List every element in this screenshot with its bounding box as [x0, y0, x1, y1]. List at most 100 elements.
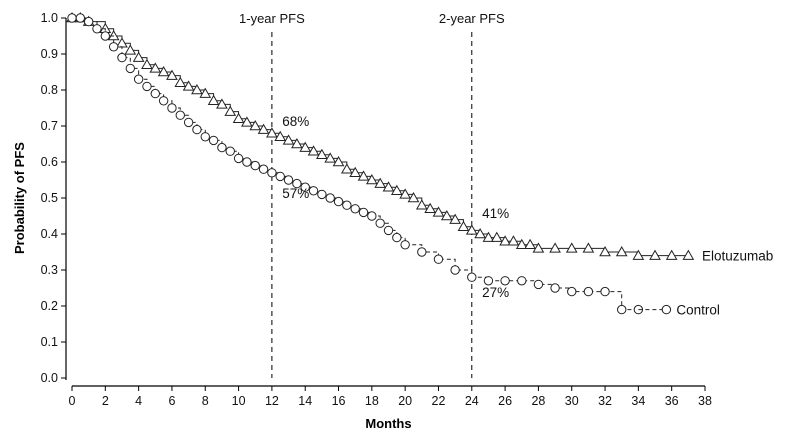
data-point-control — [225, 146, 235, 156]
data-point-control — [417, 247, 427, 257]
x-tick-label: 4 — [135, 394, 142, 408]
pfs-annotation: 68% — [282, 114, 309, 129]
data-point-elotuzumab — [507, 235, 520, 246]
data-point-control — [192, 124, 202, 135]
data-point-elotuzumab — [157, 65, 170, 77]
data-point-control — [383, 225, 394, 236]
pfs-annotation: 41% — [482, 206, 509, 221]
data-point-control — [233, 153, 244, 164]
x-tick-label: 32 — [598, 394, 612, 408]
data-point-elotuzumab — [182, 80, 195, 91]
data-point-elotuzumab — [282, 134, 295, 145]
data-point-elotuzumab — [415, 199, 428, 210]
data-point-elotuzumab — [524, 238, 536, 250]
series-label-elotuzumab: Elotuzumab — [702, 249, 773, 264]
data-point-elotuzumab — [191, 83, 203, 95]
data-point-control — [433, 254, 444, 264]
x-axis: 0 2 4 6 8 10 12 14 16 18 20 22 24 26 28 30 32 34 36 38 Mont… — [69, 385, 712, 431]
pfs-annotation: 27% — [482, 285, 509, 300]
data-point-control — [183, 117, 194, 128]
y-tick-label: 0.8 — [41, 83, 58, 97]
data-point-control — [317, 189, 327, 200]
x-tick-label: 12 — [265, 394, 279, 408]
x-tick-label: 28 — [531, 394, 545, 408]
data-point-elotuzumab — [132, 51, 145, 62]
x-tick-label: 18 — [365, 394, 379, 408]
data-point-elotuzumab — [257, 123, 270, 134]
data-point-control — [367, 211, 377, 221]
data-point-elotuzumab — [332, 155, 345, 167]
data-point-control — [283, 175, 294, 185]
y-tick-label: 0.9 — [41, 47, 58, 61]
data-point-control — [125, 63, 136, 74]
data-point-control — [300, 182, 310, 192]
data-point-control — [100, 31, 111, 41]
data-point-elotuzumab — [232, 112, 245, 124]
data-point-elotuzumab — [207, 94, 220, 106]
data-point-control — [158, 96, 169, 106]
data-point-elotuzumab — [549, 242, 561, 253]
x-tick-label: 36 — [665, 394, 679, 408]
x-tick-label: 26 — [498, 394, 512, 408]
data-point-elotuzumab — [316, 148, 328, 160]
x-tick-label: 8 — [202, 394, 209, 408]
data-point-control — [250, 160, 260, 171]
y-axis: 0.0 0.1 0.2 0.3 0.4 0.5 0.6 0.7 0.8 0.9 1.0 Probab… — [12, 11, 67, 385]
data-point-elotuzumab — [357, 170, 370, 181]
data-point-control — [75, 13, 86, 23]
data-point-control — [392, 232, 402, 243]
series-line-control — [72, 17, 639, 311]
data-point-control — [108, 42, 119, 52]
data-point-elotuzumab — [615, 245, 628, 257]
data-point-control — [358, 207, 369, 218]
data-point-control — [133, 74, 144, 84]
y-tick-label: 0.4 — [41, 227, 58, 241]
data-point-elotuzumab — [424, 202, 437, 214]
data-point-elotuzumab — [274, 130, 287, 142]
data-point-control — [550, 283, 560, 293]
data-point-control — [267, 168, 277, 178]
data-point-elotuzumab — [374, 177, 387, 188]
data-point-elotuzumab — [241, 116, 253, 127]
data-point-elotuzumab — [390, 184, 403, 196]
data-point-elotuzumab — [216, 98, 228, 109]
data-point-control — [467, 272, 477, 282]
data-point-control — [617, 304, 627, 315]
x-tick-label: 2 — [102, 394, 109, 408]
data-point-elotuzumab — [365, 173, 378, 185]
series-elotuzumab: Elotuzumab — [66, 11, 773, 264]
y-tick-label: 0.0 — [41, 371, 58, 385]
data-point-control — [142, 81, 152, 92]
data-point-elotuzumab — [565, 242, 578, 253]
x-tick-label: 34 — [631, 394, 645, 408]
y-tick-label: 0.6 — [41, 155, 58, 169]
data-point-control — [567, 286, 577, 297]
x-tick-label: 22 — [432, 394, 446, 408]
y-tick-label: 0.5 — [41, 191, 58, 205]
data-point-control — [342, 200, 352, 210]
y-tick-label: 1.0 — [41, 11, 58, 25]
data-point-elotuzumab — [299, 141, 312, 152]
data-point-elotuzumab — [499, 235, 511, 246]
data-point-elotuzumab — [174, 76, 187, 88]
data-point-control — [67, 13, 77, 23]
x-tick-label: 30 — [565, 394, 579, 408]
data-point-elotuzumab — [465, 224, 478, 235]
reference-line-label: 1-year PFS — [239, 11, 305, 26]
data-point-control — [600, 286, 610, 297]
data-point-control — [217, 142, 227, 153]
data-point-elotuzumab — [457, 220, 470, 232]
data-point-control — [117, 52, 127, 63]
y-tick-label: 0.1 — [41, 335, 58, 349]
reference-line-label: 2-year PFS — [439, 11, 505, 26]
data-point-control — [150, 88, 160, 99]
data-point-elotuzumab — [490, 231, 503, 242]
data-point-elotuzumab — [449, 213, 461, 224]
annotations: 68% 57% 41% 27% — [282, 114, 509, 300]
data-point-elotuzumab — [199, 87, 212, 98]
data-point-elotuzumab — [432, 206, 445, 217]
x-tick-label: 20 — [398, 394, 412, 408]
y-tick-label: 0.3 — [41, 263, 58, 277]
data-point-control — [92, 24, 102, 34]
